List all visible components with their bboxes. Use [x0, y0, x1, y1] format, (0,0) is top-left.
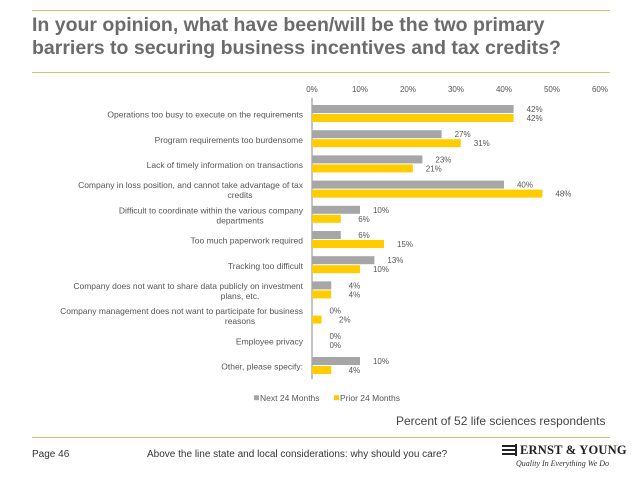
bar-next-24-months [312, 281, 332, 290]
data-label: 4% [349, 366, 361, 375]
respondents-note: Percent of 52 life sciences respondents [396, 414, 606, 428]
x-tick-label: 10% [352, 85, 368, 94]
page-number: Page 46 [32, 449, 70, 460]
legend-label: Prior 24 Months [340, 393, 400, 403]
bar-next-24-months [312, 231, 341, 239]
data-label: 4% [349, 281, 361, 290]
footer-note: Above the line state and local considera… [147, 449, 448, 460]
data-label: 15% [397, 240, 413, 249]
bar-next-24-months [312, 357, 360, 365]
bar-prior-24-months [312, 315, 322, 324]
bar-prior-24-months [312, 139, 461, 148]
bar-prior-24-months [312, 164, 413, 173]
category-label: Lack of timely information on transactio… [147, 160, 303, 170]
bar-prior-24-months [312, 290, 332, 299]
bar-next-24-months [312, 256, 375, 265]
data-label: 23% [435, 155, 451, 164]
legend-swatch-prior [334, 395, 339, 401]
category-label: Company management does not want to part… [60, 306, 303, 326]
data-label: 0% [329, 332, 341, 341]
bar-chart: 0% 10% 20% 30% 40% 50% 60% Operations too busy … [60, 85, 608, 403]
bar-next-24-months [312, 205, 360, 214]
data-label: 42% [527, 114, 543, 123]
data-label: 10% [373, 265, 389, 274]
category-label: Operations too busy to execute on the re… [107, 110, 303, 120]
bar-next-24-months [312, 130, 442, 139]
bar-next-24-months [312, 180, 504, 189]
data-label: 4% [349, 290, 361, 299]
logo-wordmark: ERNST & YOUNG [520, 443, 627, 457]
ernst-young-logo: ERNST & YOUNG Quality In Everything We D… [502, 443, 627, 473]
bar-prior-24-months [312, 214, 341, 223]
legend-label: Next 24 Months [260, 393, 320, 403]
data-label: 6% [358, 231, 370, 240]
x-tick-label: 60% [592, 85, 608, 94]
category-label: Company in loss position, and cannot tak… [78, 180, 304, 200]
data-label: 0% [329, 341, 341, 350]
data-label: 2% [339, 316, 351, 325]
x-tick-label: 50% [544, 85, 560, 94]
data-label: 21% [426, 164, 442, 173]
data-label: 31% [474, 139, 490, 148]
bar-prior-24-months [312, 189, 543, 198]
data-label: 27% [455, 130, 471, 139]
footer-rule [32, 437, 610, 438]
bar-prior-24-months [312, 265, 360, 274]
bar-prior-24-months [312, 240, 384, 248]
logo-tagline: Quality In Everything We Do [516, 459, 610, 468]
data-label: 48% [555, 190, 571, 199]
category-label: Too much paperwork required [191, 236, 304, 246]
data-label: 10% [373, 206, 389, 215]
data-label: 42% [527, 105, 543, 114]
category-label: Company does not want to share data publ… [73, 281, 303, 301]
data-label: 10% [373, 357, 389, 366]
category-label: Difficult to coordinate within the vario… [119, 205, 304, 225]
page-title: In your opinion, what have been/will be … [32, 14, 561, 59]
x-tick-label: 30% [448, 85, 464, 94]
x-tick-label: 20% [400, 85, 416, 94]
data-label: 40% [517, 181, 533, 190]
category-label: Other, please specify: [221, 362, 303, 372]
category-label: Tracking too difficult [228, 261, 304, 271]
x-tick-label: 40% [496, 85, 512, 94]
bar-next-24-months [312, 105, 514, 113]
category-label: Program requirements too burdensome [155, 135, 304, 145]
legend-swatch-next [254, 395, 259, 401]
category-label: Employee privacy [236, 336, 304, 346]
x-tick-label: 0% [306, 85, 318, 94]
data-label: 0% [329, 307, 341, 316]
data-label: 13% [387, 256, 403, 265]
ey-beam-icon [502, 444, 517, 456]
bar-next-24-months [312, 155, 423, 164]
top-rule [32, 10, 610, 11]
bar-prior-24-months [312, 114, 514, 122]
data-label: 6% [358, 215, 370, 224]
title-rule [32, 72, 610, 73]
bar-prior-24-months [312, 366, 332, 374]
